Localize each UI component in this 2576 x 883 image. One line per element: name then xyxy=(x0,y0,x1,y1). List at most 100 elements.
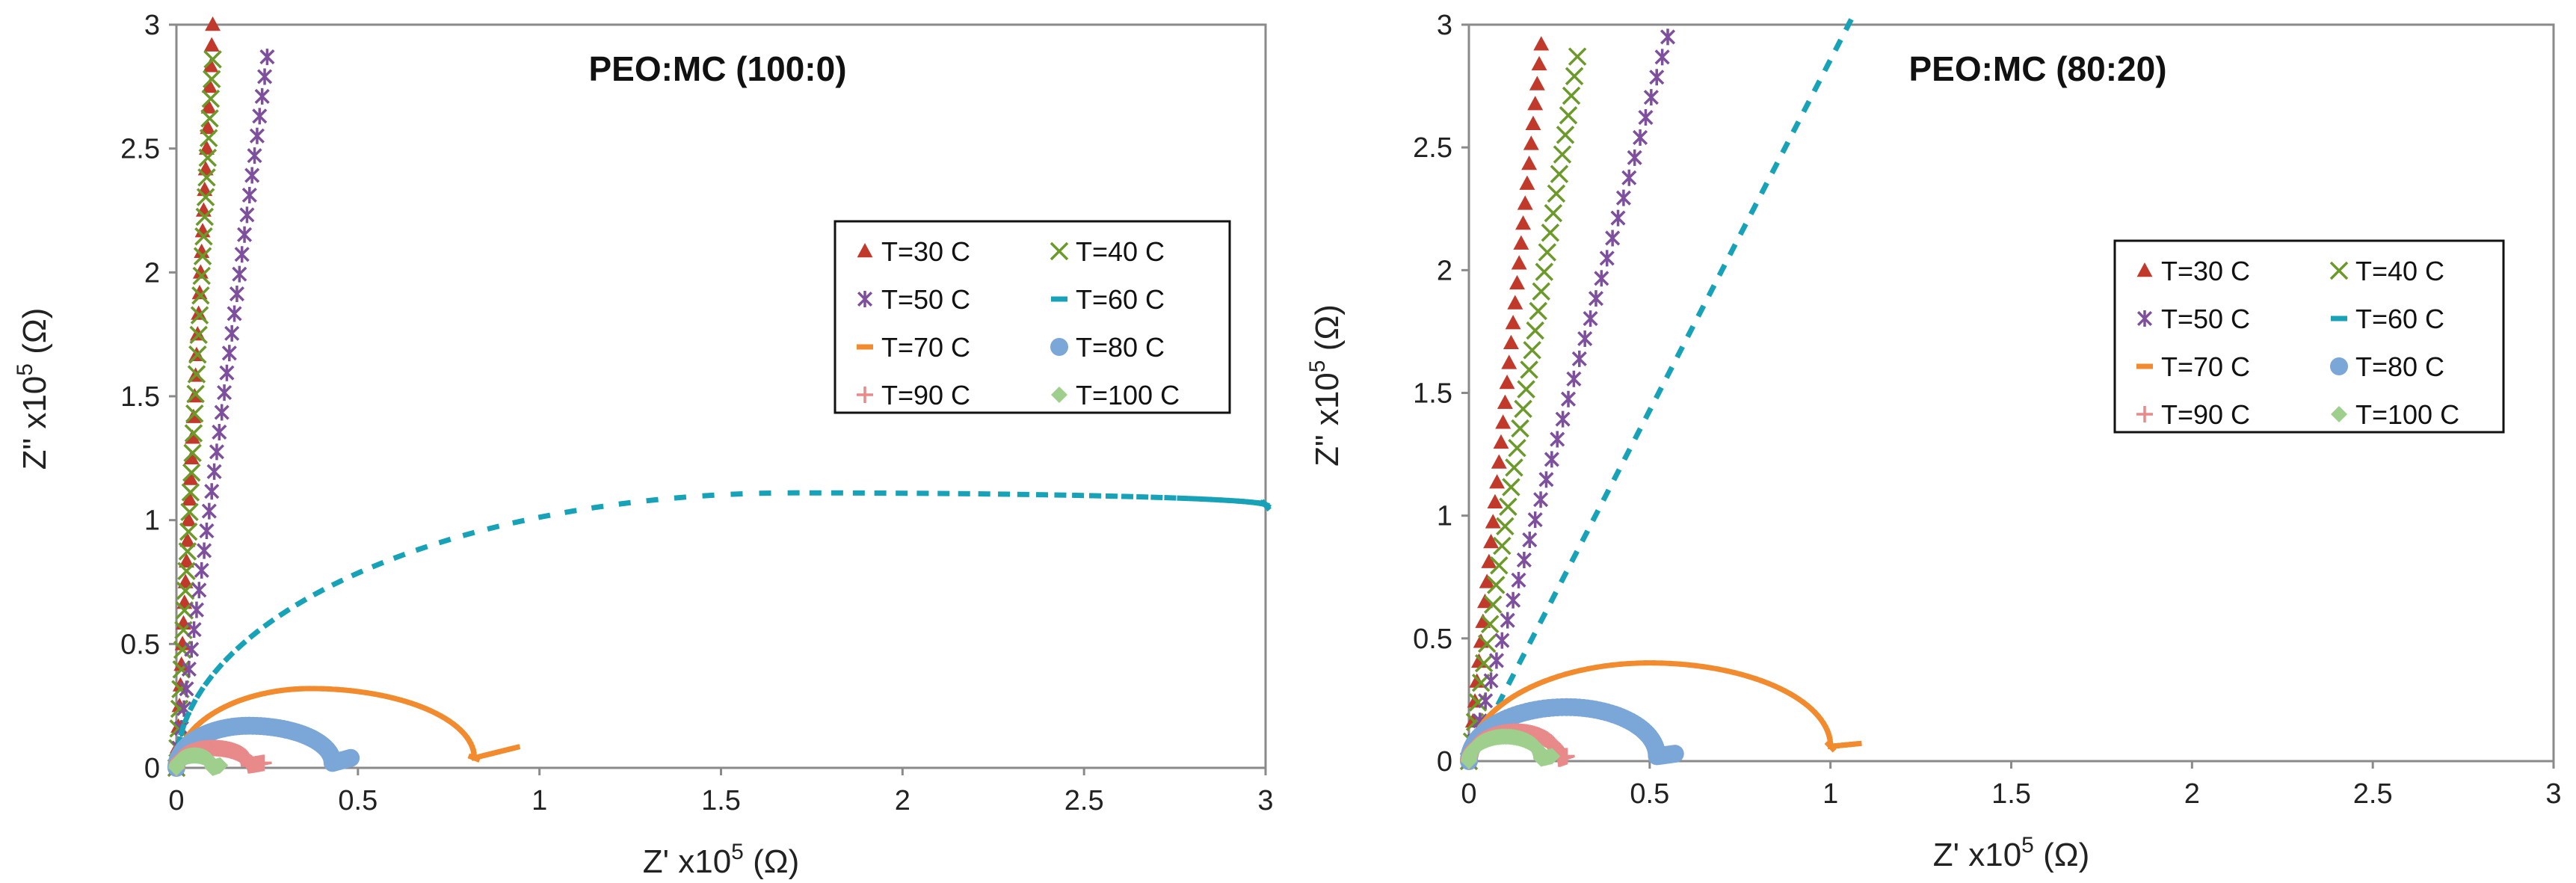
x-tick-label: 1.5 xyxy=(1991,778,2031,810)
y-tick-label: 2 xyxy=(1437,255,1452,286)
data-point xyxy=(1571,350,1587,367)
data-point xyxy=(1544,451,1559,468)
data-point xyxy=(1588,290,1603,307)
data-point xyxy=(1569,550,1580,564)
data-point xyxy=(255,754,272,772)
data-point xyxy=(1506,672,1517,686)
data-point xyxy=(188,698,198,712)
data-point xyxy=(1526,632,1538,645)
data-point xyxy=(1615,189,1631,206)
data-point xyxy=(184,641,200,658)
data-point xyxy=(1481,553,1497,568)
data-point xyxy=(1516,551,1532,568)
data-point xyxy=(1627,149,1642,166)
data-point xyxy=(1514,399,1532,419)
series-t-100-c xyxy=(1461,728,1561,769)
chart-title: PEO:MC (100:0) xyxy=(588,49,846,88)
data-point xyxy=(1553,145,1572,164)
data-point xyxy=(183,449,200,465)
data-point xyxy=(259,49,275,66)
data-point xyxy=(185,429,201,444)
y-axis-title: Z" x105 (Ω) xyxy=(13,308,53,470)
data-point xyxy=(1526,321,1544,340)
data-point xyxy=(227,305,242,322)
data-point xyxy=(1519,175,1535,190)
data-point xyxy=(201,89,221,108)
legend-marker xyxy=(2331,406,2347,422)
y-tick-label: 1 xyxy=(144,505,160,537)
data-point xyxy=(241,186,257,203)
data-point xyxy=(1643,407,1654,420)
data-point xyxy=(1479,573,1495,588)
legend-label: T=50 C xyxy=(881,284,970,315)
data-point xyxy=(1590,508,1601,523)
legend-marker xyxy=(2136,262,2153,277)
data-point xyxy=(1555,410,1571,428)
series-t-60-c xyxy=(1464,18,1854,768)
data-point xyxy=(200,109,219,128)
legend-label: T=50 C xyxy=(2161,304,2250,334)
data-point xyxy=(217,384,232,401)
data-point xyxy=(232,265,247,283)
legend: T=30 C T=40 C T=50 C T=60 C T=70 C T=80 C T=90… xyxy=(833,220,1231,414)
data-point xyxy=(1506,591,1521,609)
legend-item-t-100-c: T=100 C xyxy=(1051,380,1180,410)
data-point xyxy=(200,99,217,114)
data-point xyxy=(1496,517,1515,536)
data-point xyxy=(1531,55,1547,71)
data-point xyxy=(244,167,260,184)
legend-label: T=90 C xyxy=(881,380,970,410)
data-point xyxy=(1513,235,1529,250)
data-point xyxy=(178,723,187,736)
data-point xyxy=(1580,529,1590,543)
y-tick-label: 2 xyxy=(144,257,160,289)
data-point xyxy=(1515,215,1531,230)
x-tick-label: 1.5 xyxy=(701,785,741,816)
data-point xyxy=(194,227,213,246)
data-point xyxy=(1610,209,1626,227)
data-point xyxy=(247,147,262,164)
data-point xyxy=(254,87,270,105)
data-point xyxy=(1520,360,1538,379)
data-point xyxy=(1666,745,1684,763)
data-point xyxy=(1695,304,1707,318)
data-point xyxy=(1562,86,1581,105)
legend-item-t-50-c: T=50 C xyxy=(2136,304,2250,334)
data-point xyxy=(646,496,659,504)
legend-item-t-80-c: T=80 C xyxy=(2330,351,2444,382)
legend-marker xyxy=(2136,406,2153,422)
data-point xyxy=(203,50,222,69)
legend-item-t-100-c: T=100 C xyxy=(2331,399,2459,430)
x-axis-title: Z' x105 (Ω) xyxy=(643,840,800,880)
y-axis-title: Z" x105 (Ω) xyxy=(1305,304,1346,467)
data-point xyxy=(1685,324,1696,339)
data-point xyxy=(312,587,326,597)
data-point xyxy=(1475,613,1491,628)
data-point xyxy=(1488,652,1504,669)
x-tick-label: 1 xyxy=(531,785,547,816)
legend-label: T=100 C xyxy=(1076,380,1180,410)
data-point xyxy=(1621,447,1633,461)
data-point xyxy=(1843,18,1854,31)
legend-item-t-60-c: T=60 C xyxy=(2331,304,2444,334)
legend-label: T=70 C xyxy=(2161,351,2250,382)
data-point xyxy=(1594,270,1609,287)
y-tick-label: 0.5 xyxy=(120,629,160,660)
data-point xyxy=(1822,59,1833,73)
data-point xyxy=(1748,202,1759,215)
nyquist-plot-peo-mc-100-0: 0 0.5 1 1.5 2 2.5 3 0 0.5 1 1.5 2 2.5 3 Z' x105 (Ω) Z" … xyxy=(13,10,1274,880)
data-point xyxy=(1716,263,1728,277)
data-point xyxy=(192,264,209,279)
data-point xyxy=(179,680,194,698)
data-point xyxy=(1577,330,1593,347)
data-point xyxy=(1523,135,1539,150)
data-point xyxy=(203,674,215,687)
data-point xyxy=(1164,495,1177,501)
data-point xyxy=(1550,431,1565,448)
data-point xyxy=(1511,571,1526,588)
data-point xyxy=(188,345,207,364)
data-point xyxy=(1483,534,1500,549)
legend-label: T=40 C xyxy=(1076,236,1165,267)
data-point xyxy=(1522,532,1538,549)
data-point xyxy=(1509,274,1525,290)
